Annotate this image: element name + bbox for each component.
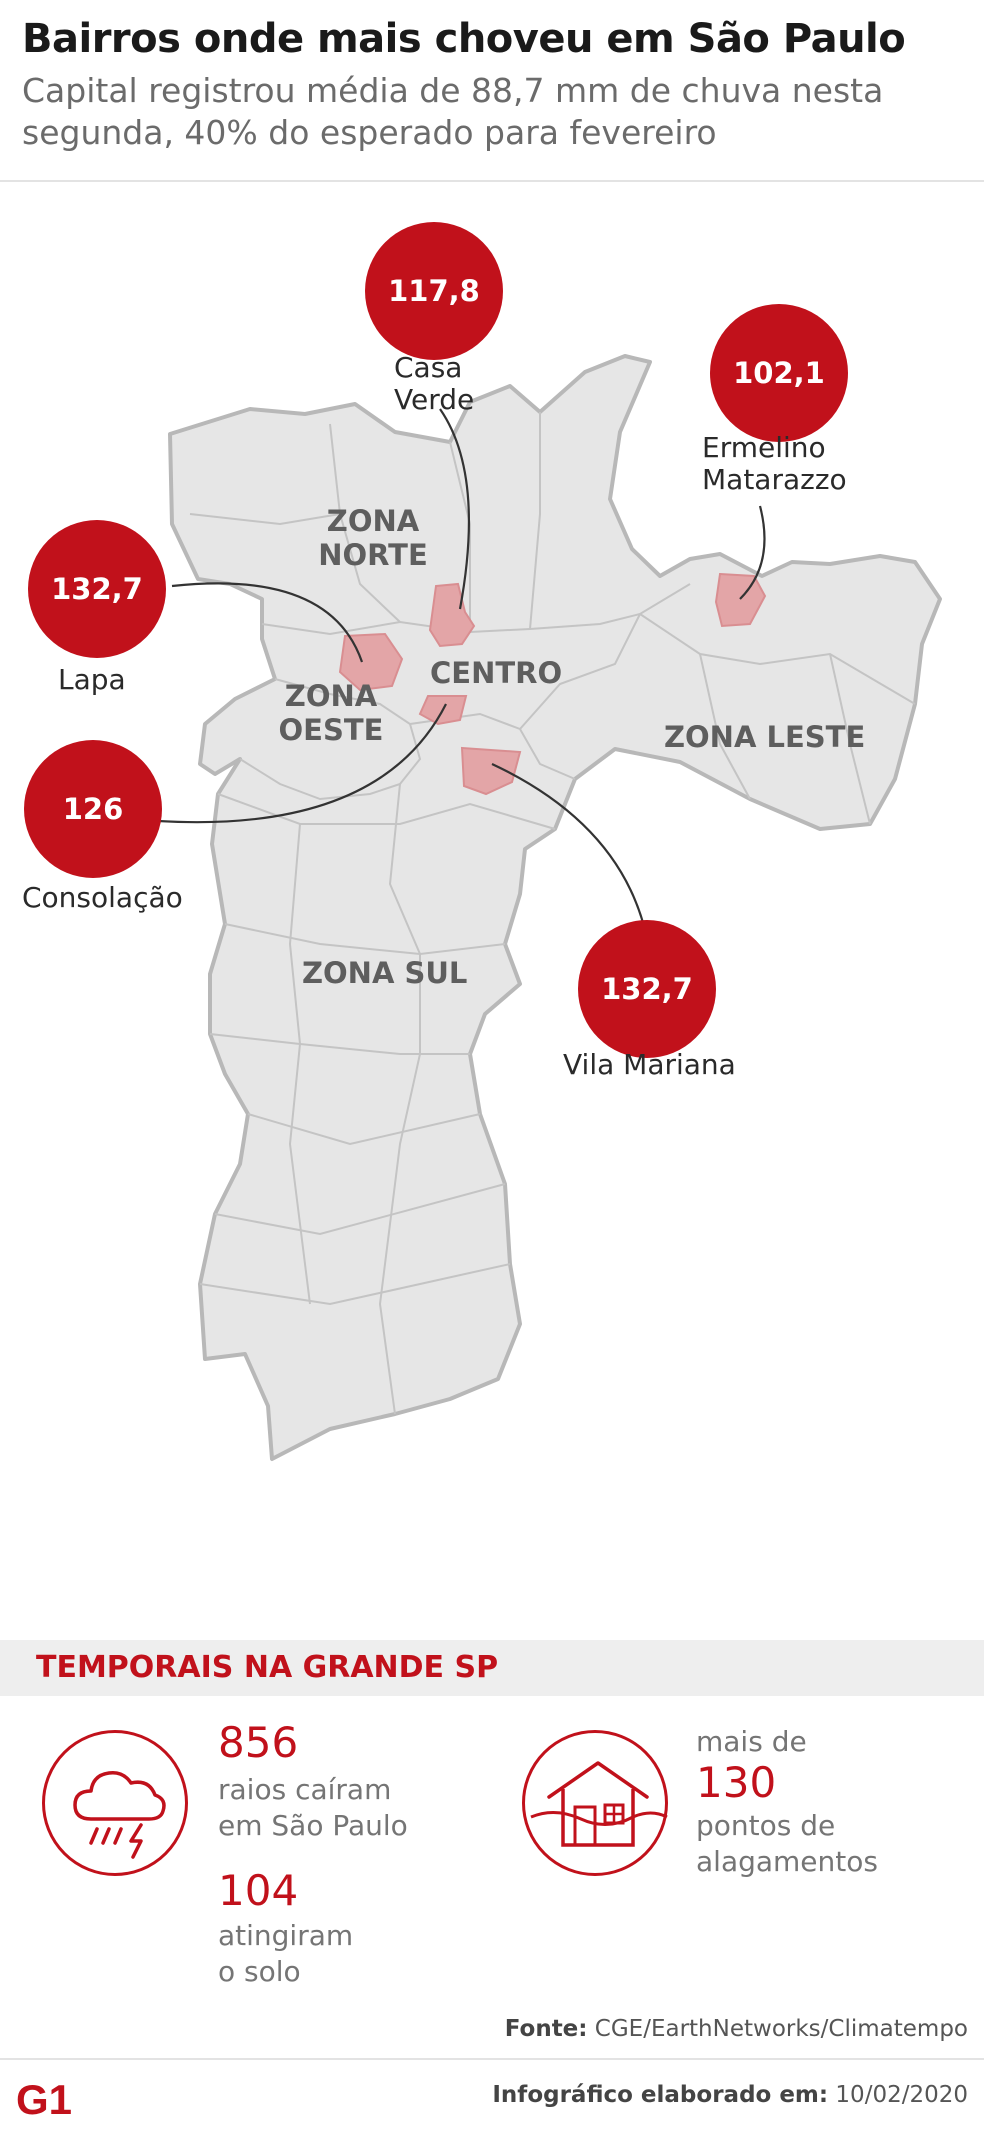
zone-oeste-line2: OESTE (278, 713, 384, 747)
ground-strikes-line1: atingiram (218, 1919, 354, 1952)
flooded-house-graphic (530, 1761, 668, 1847)
map-shape (157, 354, 942, 1461)
zone-oeste-label: ZONA OESTE (276, 679, 386, 747)
storm-cloud-icon (42, 1730, 188, 1876)
storms-section-header: TEMPORAIS NA GRANDE SP (0, 1640, 984, 1696)
flooded-house-icon (522, 1730, 668, 1876)
lapa-label: Lapa (58, 663, 126, 696)
leader-lines (157, 408, 766, 935)
district-ermelino (714, 572, 767, 628)
ground-strikes-count: 104 (218, 1866, 299, 1915)
ground-strikes-text: atingiram o solo (218, 1918, 353, 1990)
source-value: CGE/EarthNetworks/Climatempo (594, 2016, 968, 2042)
g1-logo-text: G1 (16, 2076, 72, 2122)
zone-oeste-line1: ZONA (284, 679, 378, 713)
credit-date: 10/02/2020 (835, 2082, 968, 2108)
lightning-count: 856 (218, 1718, 299, 1767)
zone-norte-label: ZONA NORTE (318, 504, 428, 572)
sao-paulo-map: ZONA NORTE ZONA OESTE CENTRO ZONA LESTE … (0, 184, 984, 1604)
ermelino-line2: Matarazzo (702, 463, 847, 496)
vila-mariana-label: Vila Mariana (563, 1048, 736, 1081)
lightning-text-line2: em São Paulo (218, 1809, 408, 1842)
floods-count: 130 (696, 1758, 777, 1807)
casa-verde-line2: Verde (394, 383, 475, 416)
lightning-text-line1: raios caíram (218, 1773, 392, 1806)
lightning-text: raios caíram em São Paulo (218, 1772, 408, 1844)
floods-text-line2: alagamentos (696, 1845, 878, 1878)
source-label: Fonte: (504, 2016, 588, 2042)
zone-sul-label: ZONA SUL (302, 956, 468, 990)
zone-norte-line1: ZONA (326, 504, 420, 538)
header: Bairros onde mais choveu em São Paulo Ca… (0, 0, 984, 182)
ermelino-line1: Ermelino (702, 431, 826, 464)
page-subtitle: Capital registrou média de 88,7 mm de ch… (22, 71, 884, 152)
page-title: Bairros onde mais choveu em São Paulo (22, 16, 906, 62)
storms-section-title: TEMPORAIS NA GRANDE SP (36, 1650, 499, 1685)
consolacao-value-badge: 126 (24, 740, 162, 878)
casa-verde-line1: Casa (394, 351, 463, 384)
ground-strikes-line2: o solo (218, 1955, 301, 1988)
district-casa-verde (428, 582, 476, 648)
vila-mariana-value-badge: 132,7 (578, 920, 716, 1058)
floods-prefix: mais de (696, 1725, 807, 1758)
consolacao-label: Consolação (22, 881, 183, 914)
district-vila-mariana (460, 746, 522, 796)
ermelino-value-badge: 102,1 (710, 304, 848, 442)
footer: G1 Infográfico elaborado em: 10/02/2020 (0, 2058, 984, 2135)
zone-leste-label: ZONA LESTE (664, 720, 866, 754)
source-note: Fonte: CGE/EarthNetworks/Climatempo (505, 2016, 968, 2042)
g1-logo: G1 (16, 2076, 72, 2122)
zone-norte-line2: NORTE (318, 538, 428, 572)
lapa-value-badge: 132,7 (28, 520, 166, 658)
casa-verde-value-badge: 117,8 (365, 222, 503, 360)
zone-centro-label: CENTRO (430, 656, 563, 690)
floods-text-line1: pontos de (696, 1809, 836, 1842)
casa-verde-label: Casa Verde (394, 352, 474, 416)
storm-cloud-graphic (73, 1770, 166, 1859)
credit-label: Infográfico elaborado em: (492, 2082, 829, 2108)
infographic-credit: Infográfico elaborado em: 10/02/2020 (492, 2082, 968, 2108)
floods-text: pontos de alagamentos (696, 1808, 878, 1880)
city-outline (168, 354, 942, 1461)
ermelino-label: Ermelino Matarazzo (702, 432, 847, 496)
